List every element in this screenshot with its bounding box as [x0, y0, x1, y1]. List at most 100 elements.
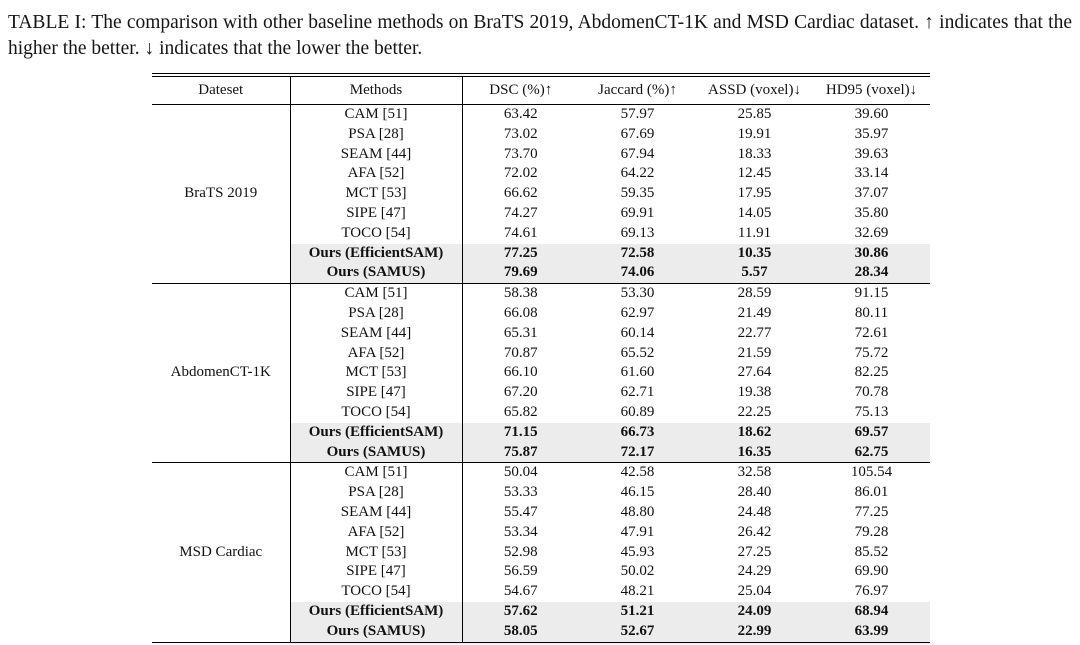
- dataset-label: BraTS 2019: [152, 104, 290, 284]
- metric-value: 54.67: [461, 582, 579, 602]
- metric-value: 26.42: [737, 523, 772, 540]
- metric-value: 69.57: [813, 422, 930, 443]
- metric-value: 25.85: [737, 106, 772, 122]
- metric-value: 35.97: [854, 125, 889, 142]
- metric-value: 14.05: [737, 204, 772, 221]
- table-body: BraTS 2019 CAM [51] 63.42 57.97 25.85 39.60 PS…: [152, 104, 930, 644]
- metric-value: 57.62: [461, 601, 579, 622]
- metric-value: 59.35: [620, 185, 655, 202]
- method-label: SEAM [44]: [289, 502, 462, 523]
- method-label: CAM [51]: [289, 283, 462, 304]
- method-label: Ours (EfficientSAM): [289, 601, 462, 622]
- method-label: SIPE [47]: [289, 383, 462, 403]
- method-label: MCT [53]: [289, 184, 462, 204]
- table-row: PSA [28] 66.08 62.97 21.49 80.11: [152, 303, 930, 324]
- table-row: TOCO [54] 54.67 48.21 25.04 76.97: [152, 582, 930, 602]
- table-row: SIPE [47] 56.59 50.02 24.29 69.90: [152, 562, 930, 583]
- metric-value: 71.15: [461, 422, 579, 443]
- metric-value: 53.34: [461, 522, 579, 543]
- metric-value: 18.62: [696, 422, 813, 443]
- header-methods: Methods: [289, 75, 462, 105]
- metric-value: 30.86: [813, 243, 930, 264]
- metric-value: 16.35: [696, 442, 813, 463]
- method-label: Ours (EfficientSAM): [289, 422, 462, 443]
- table-row: AFA [52] 70.87 65.52 21.59 75.72: [152, 343, 930, 364]
- table-row: Ours (SAMUS) 58.05 52.67 22.99 63.99: [152, 621, 930, 644]
- method-label: AFA [52]: [289, 343, 462, 364]
- metric-value: 79.69: [461, 263, 579, 284]
- metric-value: 77.25: [461, 243, 579, 264]
- metric-value: 28.59: [696, 283, 813, 304]
- table-row: MCT [53] 66.62 59.35 17.95 37.07: [152, 184, 930, 204]
- method-label: TOCO [54]: [289, 582, 462, 602]
- metric-value: 51.21: [579, 601, 696, 622]
- metric-value: 74.61: [461, 223, 579, 244]
- method-label: CAM [51]: [289, 462, 462, 484]
- metric-value: 85.52: [854, 543, 889, 560]
- table-row: TOCO [54] 65.82 60.89 22.25 75.13: [152, 402, 930, 423]
- method-label: PSA [28]: [289, 124, 462, 145]
- metric-value: 22.25: [737, 403, 772, 420]
- metric-value: 74.27: [461, 203, 579, 224]
- metric-value: 42.58: [579, 462, 696, 484]
- metric-value: 48.21: [620, 583, 655, 600]
- metric-value: 52.98: [461, 542, 579, 563]
- method-label: SIPE [47]: [289, 562, 462, 583]
- metric-value: 64.22: [620, 165, 655, 182]
- table-row: SIPE [47] 67.20 62.71 19.38 70.78: [152, 383, 930, 403]
- metric-value: 32.69: [854, 224, 889, 241]
- metric-value: 74.06: [579, 263, 696, 284]
- table-row: SIPE [47] 74.27 69.91 14.05 35.80: [152, 203, 930, 224]
- metric-value: 37.07: [854, 185, 889, 202]
- table-row: Ours (EfficientSAM) 57.62 51.21 24.09 68.94: [152, 601, 930, 622]
- method-label: CAM [51]: [289, 104, 462, 125]
- metric-value: 19.91: [737, 125, 772, 142]
- metric-value: 75.72: [854, 344, 889, 361]
- metric-value: 50.04: [461, 462, 579, 484]
- metric-value: 73.70: [461, 144, 579, 165]
- metric-value: 82.25: [854, 364, 889, 381]
- metric-value: 62.75: [813, 442, 930, 463]
- metric-value: 53.33: [461, 483, 579, 503]
- table-row: PSA [28] 53.33 46.15 28.40 86.01: [152, 483, 930, 503]
- method-label: MCT [53]: [289, 542, 462, 563]
- metric-value: 21.49: [737, 304, 772, 321]
- metric-value: 65.31: [461, 323, 579, 344]
- table-row: MSD Cardiac CAM [51] 50.04 42.58 32.58 105.54: [152, 462, 930, 644]
- table-row: AbdomenCT-1K CAM [51] 58.38 53.30 28.59 91.15: [152, 283, 930, 463]
- metric-value: 5.57: [696, 263, 813, 284]
- metric-value: 65.52: [620, 344, 655, 361]
- metric-value: 67.20: [461, 383, 579, 403]
- metric-value: 22.77: [737, 324, 772, 341]
- metric-value: 50.02: [620, 563, 655, 580]
- metric-value: 75.87: [461, 442, 579, 463]
- metric-value: 19.38: [737, 384, 772, 401]
- table-row: PSA [28] 73.02 67.69 19.91 35.97: [152, 124, 930, 145]
- header-jaccard: Jaccard (%)↑: [598, 82, 677, 98]
- metric-value: 62.97: [620, 304, 655, 321]
- metric-value: 63.42: [461, 104, 579, 125]
- method-label: Ours (EfficientSAM): [289, 243, 462, 264]
- method-label: PSA [28]: [289, 483, 462, 503]
- table-row: MCT [53] 52.98 45.93 27.25 85.52: [152, 542, 930, 563]
- metric-value: 86.01: [854, 484, 889, 501]
- metric-value: 75.13: [854, 403, 889, 420]
- method-label: AFA [52]: [289, 164, 462, 185]
- metric-value: 66.08: [461, 303, 579, 324]
- table-row: SEAM [44] 73.70 67.94 18.33 39.63: [152, 144, 930, 165]
- metric-value: 72.58: [579, 243, 696, 264]
- metric-value: 58.38: [461, 283, 579, 304]
- method-label: Ours (SAMUS): [289, 621, 462, 644]
- metric-value: 32.58: [696, 462, 813, 484]
- metric-value: 105.54: [813, 462, 930, 484]
- metric-value: 66.73: [579, 422, 696, 443]
- table-row: Ours (EfficientSAM) 77.25 72.58 10.35 30.86: [152, 243, 930, 264]
- metric-value: 39.60: [854, 106, 889, 122]
- metric-value: 65.82: [461, 402, 579, 423]
- metric-value: 61.60: [620, 364, 655, 381]
- table-row: MCT [53] 66.10 61.60 27.64 82.25: [152, 363, 930, 384]
- metric-value: 70.78: [854, 384, 889, 401]
- method-label: MCT [53]: [289, 363, 462, 384]
- metric-value: 45.93: [620, 543, 655, 560]
